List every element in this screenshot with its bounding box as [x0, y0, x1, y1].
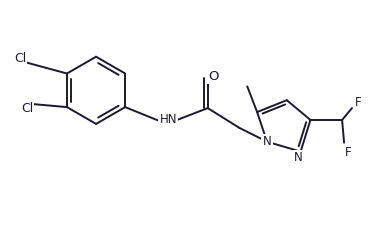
- Text: F: F: [354, 96, 361, 109]
- Text: Cl: Cl: [21, 102, 33, 115]
- Text: N: N: [263, 135, 271, 148]
- Text: F: F: [345, 146, 352, 159]
- Text: Cl: Cl: [14, 52, 26, 65]
- Text: N: N: [294, 151, 303, 164]
- Text: O: O: [208, 70, 219, 83]
- Text: HN: HN: [159, 113, 177, 127]
